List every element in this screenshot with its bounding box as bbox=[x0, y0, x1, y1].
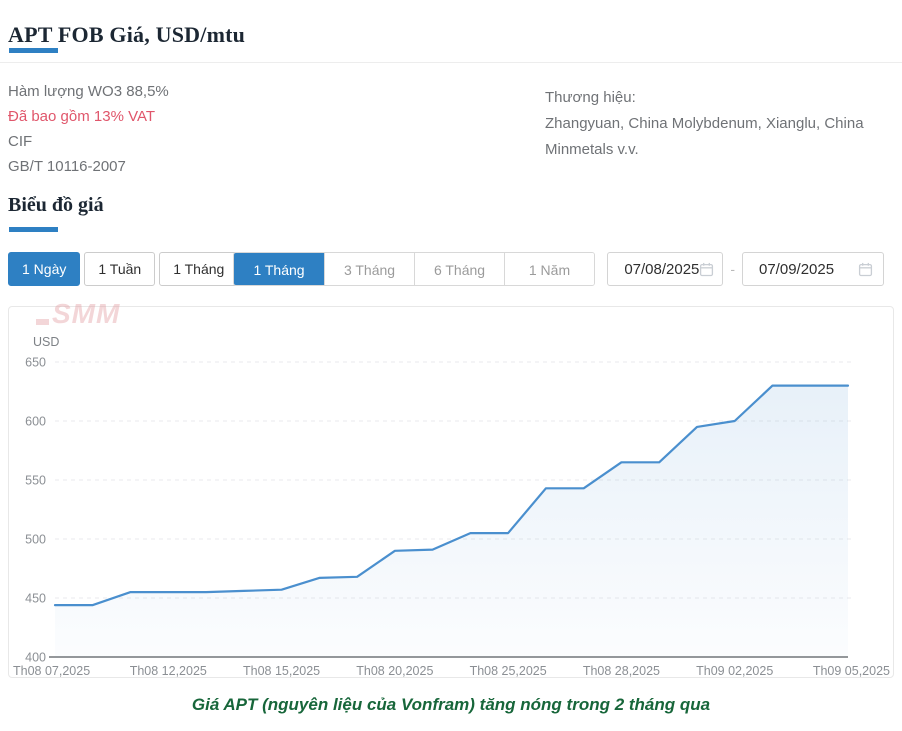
page-title: APT FOB Giá, USD/mtu bbox=[8, 22, 246, 47]
spec-vat: Đã bao gồm 13% VAT bbox=[8, 108, 156, 125]
svg-text:Th09 05,2025: Th09 05,2025 bbox=[813, 664, 890, 677]
calendar-icon bbox=[699, 262, 714, 277]
date-from-value: 07/08/2025 bbox=[624, 260, 700, 278]
svg-text:Th08 20,2025: Th08 20,2025 bbox=[356, 664, 433, 677]
spec-list: Hàm lượng WO3 88,5% Đã bao gồm 13% VAT C… bbox=[8, 79, 169, 179]
series-line bbox=[53, 384, 850, 607]
range-tab-1-tháng[interactable]: 1 Tháng bbox=[234, 253, 324, 285]
svg-text:Th08 07,2025: Th08 07,2025 bbox=[13, 664, 90, 677]
date-range-separator: - bbox=[730, 261, 735, 277]
y-axis-unit-label: USD bbox=[33, 335, 59, 349]
brands-block: Thương hiệu: Zhangyuan, China Molybdenum… bbox=[545, 85, 890, 163]
date-to-input[interactable]: 07/09/2025 bbox=[742, 252, 884, 286]
svg-text:650: 650 bbox=[25, 356, 46, 370]
freq-tab-1-ngày[interactable]: 1 Ngày bbox=[8, 252, 81, 286]
svg-text:400: 400 bbox=[25, 651, 46, 665]
date-range-picker: 07/08/2025 - 07/09/2025 bbox=[607, 252, 884, 286]
y-axis-labels: 650 600 550 500 450 400 bbox=[25, 356, 46, 665]
svg-text:600: 600 bbox=[25, 415, 46, 429]
price-chart[interactable]: USD 650 600 550 500 450 400 Th08 07,2025 Th08 12… bbox=[8, 306, 894, 678]
range-tab-3-tháng[interactable]: 3 Tháng bbox=[324, 253, 414, 285]
brands-label: Thương hiệu: bbox=[545, 89, 636, 106]
watermark-square bbox=[36, 319, 49, 325]
svg-text:450: 450 bbox=[25, 592, 46, 606]
watermark-text: SMM bbox=[52, 298, 121, 329]
svg-text:Th08 28,2025: Th08 28,2025 bbox=[583, 664, 660, 677]
date-to-value: 07/09/2025 bbox=[759, 260, 835, 278]
header-divider bbox=[0, 62, 902, 63]
chart-heading-accent-bar bbox=[9, 227, 58, 232]
brands-line2: Minmetals v.v. bbox=[545, 141, 639, 158]
x-axis-labels: Th08 07,2025 Th08 12,2025 Th08 15,2025 Th08… bbox=[13, 664, 890, 677]
svg-text:Th08 12,2025: Th08 12,2025 bbox=[130, 664, 207, 677]
date-from-input[interactable]: 07/08/2025 bbox=[607, 252, 724, 286]
spec-incoterm: CIF bbox=[8, 133, 33, 150]
range-tab-group: 1 Tháng 3 Tháng 6 Tháng 1 Năm bbox=[233, 252, 595, 286]
calendar-icon bbox=[858, 262, 873, 277]
svg-text:500: 500 bbox=[25, 533, 46, 547]
frequency-tab-group: 1 Ngày 1 Tuần 1 Tháng bbox=[8, 252, 239, 286]
title-accent-bar bbox=[9, 48, 58, 53]
svg-text:Th09 02,2025: Th09 02,2025 bbox=[696, 664, 773, 677]
svg-text:Th08 15,2025: Th08 15,2025 bbox=[243, 664, 320, 677]
range-tab-1-năm[interactable]: 1 Năm bbox=[504, 253, 594, 285]
series-area bbox=[55, 385, 848, 657]
chart-section-heading: Biểu đồ giá bbox=[8, 194, 104, 216]
chart-controls: 1 Ngày 1 Tuần 1 Tháng 1 Tháng 3 Tháng 6 Thán… bbox=[0, 252, 902, 286]
freq-tab-1-tuần[interactable]: 1 Tuần bbox=[84, 252, 156, 286]
range-tab-6-tháng[interactable]: 6 Tháng bbox=[414, 253, 504, 285]
brands-line1: Zhangyuan, China Molybdenum, Xianglu, Ch… bbox=[545, 115, 864, 132]
freq-tab-1-tháng[interactable]: 1 Tháng bbox=[159, 252, 239, 286]
smm-watermark: SMM bbox=[36, 298, 120, 330]
spec-standard: GB/T 10116-2007 bbox=[8, 158, 126, 175]
spec-wo3-content: Hàm lượng WO3 88,5% bbox=[8, 83, 169, 100]
svg-text:550: 550 bbox=[25, 474, 46, 488]
svg-text:Th08 25,2025: Th08 25,2025 bbox=[470, 664, 547, 677]
chart-caption: Giá APT (nguyên liệu của Vonfram) tăng n… bbox=[191, 695, 711, 714]
